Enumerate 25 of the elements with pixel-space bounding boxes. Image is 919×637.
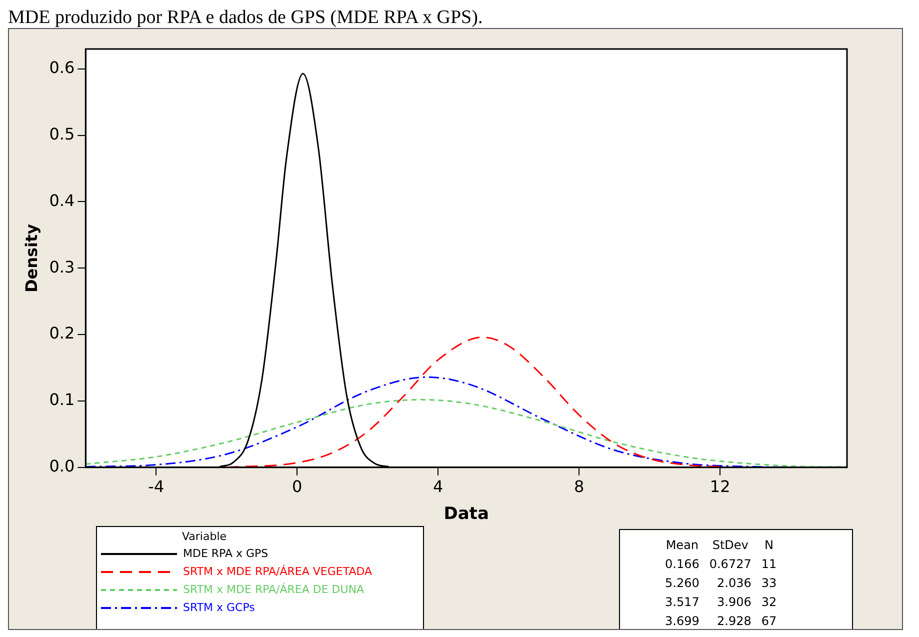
y-tick-label: 0.4	[49, 190, 75, 210]
text: 5.260 2.036 33	[665, 576, 777, 590]
y-tick-label: 0.1	[49, 390, 75, 410]
y-tick-label: 0.0	[49, 456, 75, 476]
x-axis-title: Data	[444, 504, 489, 524]
x-tick-label: 4	[433, 477, 444, 496]
legend-label: SRTM x MDE RPA/ÁREA VEGETADA	[183, 565, 372, 578]
x-tick-label: 8	[574, 477, 584, 496]
chart-title: MDE produzido por RPA e dados de GPS (MDE RPA x GPS).	[8, 7, 484, 28]
legend-label: SRTM x GCPs	[183, 601, 255, 614]
text: 3.699 2.928 67	[665, 614, 777, 628]
text: 0.166 0.6727 11	[664, 556, 778, 573]
text: Mean StDev N	[666, 538, 774, 552]
y-tick-label: 0.2	[49, 324, 75, 343]
y-axis-title: Density	[22, 223, 41, 293]
legend-title: Variable	[182, 530, 227, 543]
x-tick-label: -4	[148, 477, 164, 496]
x-tick-label: 12	[710, 477, 730, 496]
text: 3.517 3.906 32	[665, 595, 777, 609]
x-tick-label: 0	[292, 477, 302, 496]
y-tick-label: 0.5	[49, 124, 75, 144]
y-tick-label: 0.6	[49, 58, 75, 78]
legend-label: MDE RPA x GPS	[183, 547, 268, 560]
legend-label: SRTM x MDE RPA/ÁREA DE DUNA	[183, 583, 364, 596]
y-tick-label: 0.3	[49, 257, 75, 276]
